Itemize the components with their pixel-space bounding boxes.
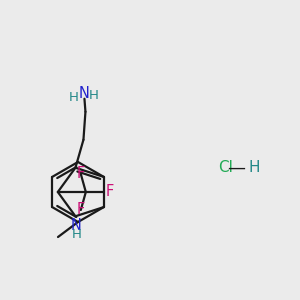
Text: H: H — [71, 228, 81, 241]
Text: F: F — [77, 167, 85, 182]
Text: N: N — [79, 86, 90, 101]
Text: N: N — [71, 218, 82, 233]
Text: H: H — [88, 89, 98, 102]
Text: Cl: Cl — [218, 160, 233, 175]
Text: —: — — [227, 159, 245, 177]
Text: F: F — [77, 202, 85, 217]
Text: H: H — [69, 91, 78, 104]
Text: F: F — [106, 184, 114, 200]
Text: H: H — [248, 160, 260, 175]
